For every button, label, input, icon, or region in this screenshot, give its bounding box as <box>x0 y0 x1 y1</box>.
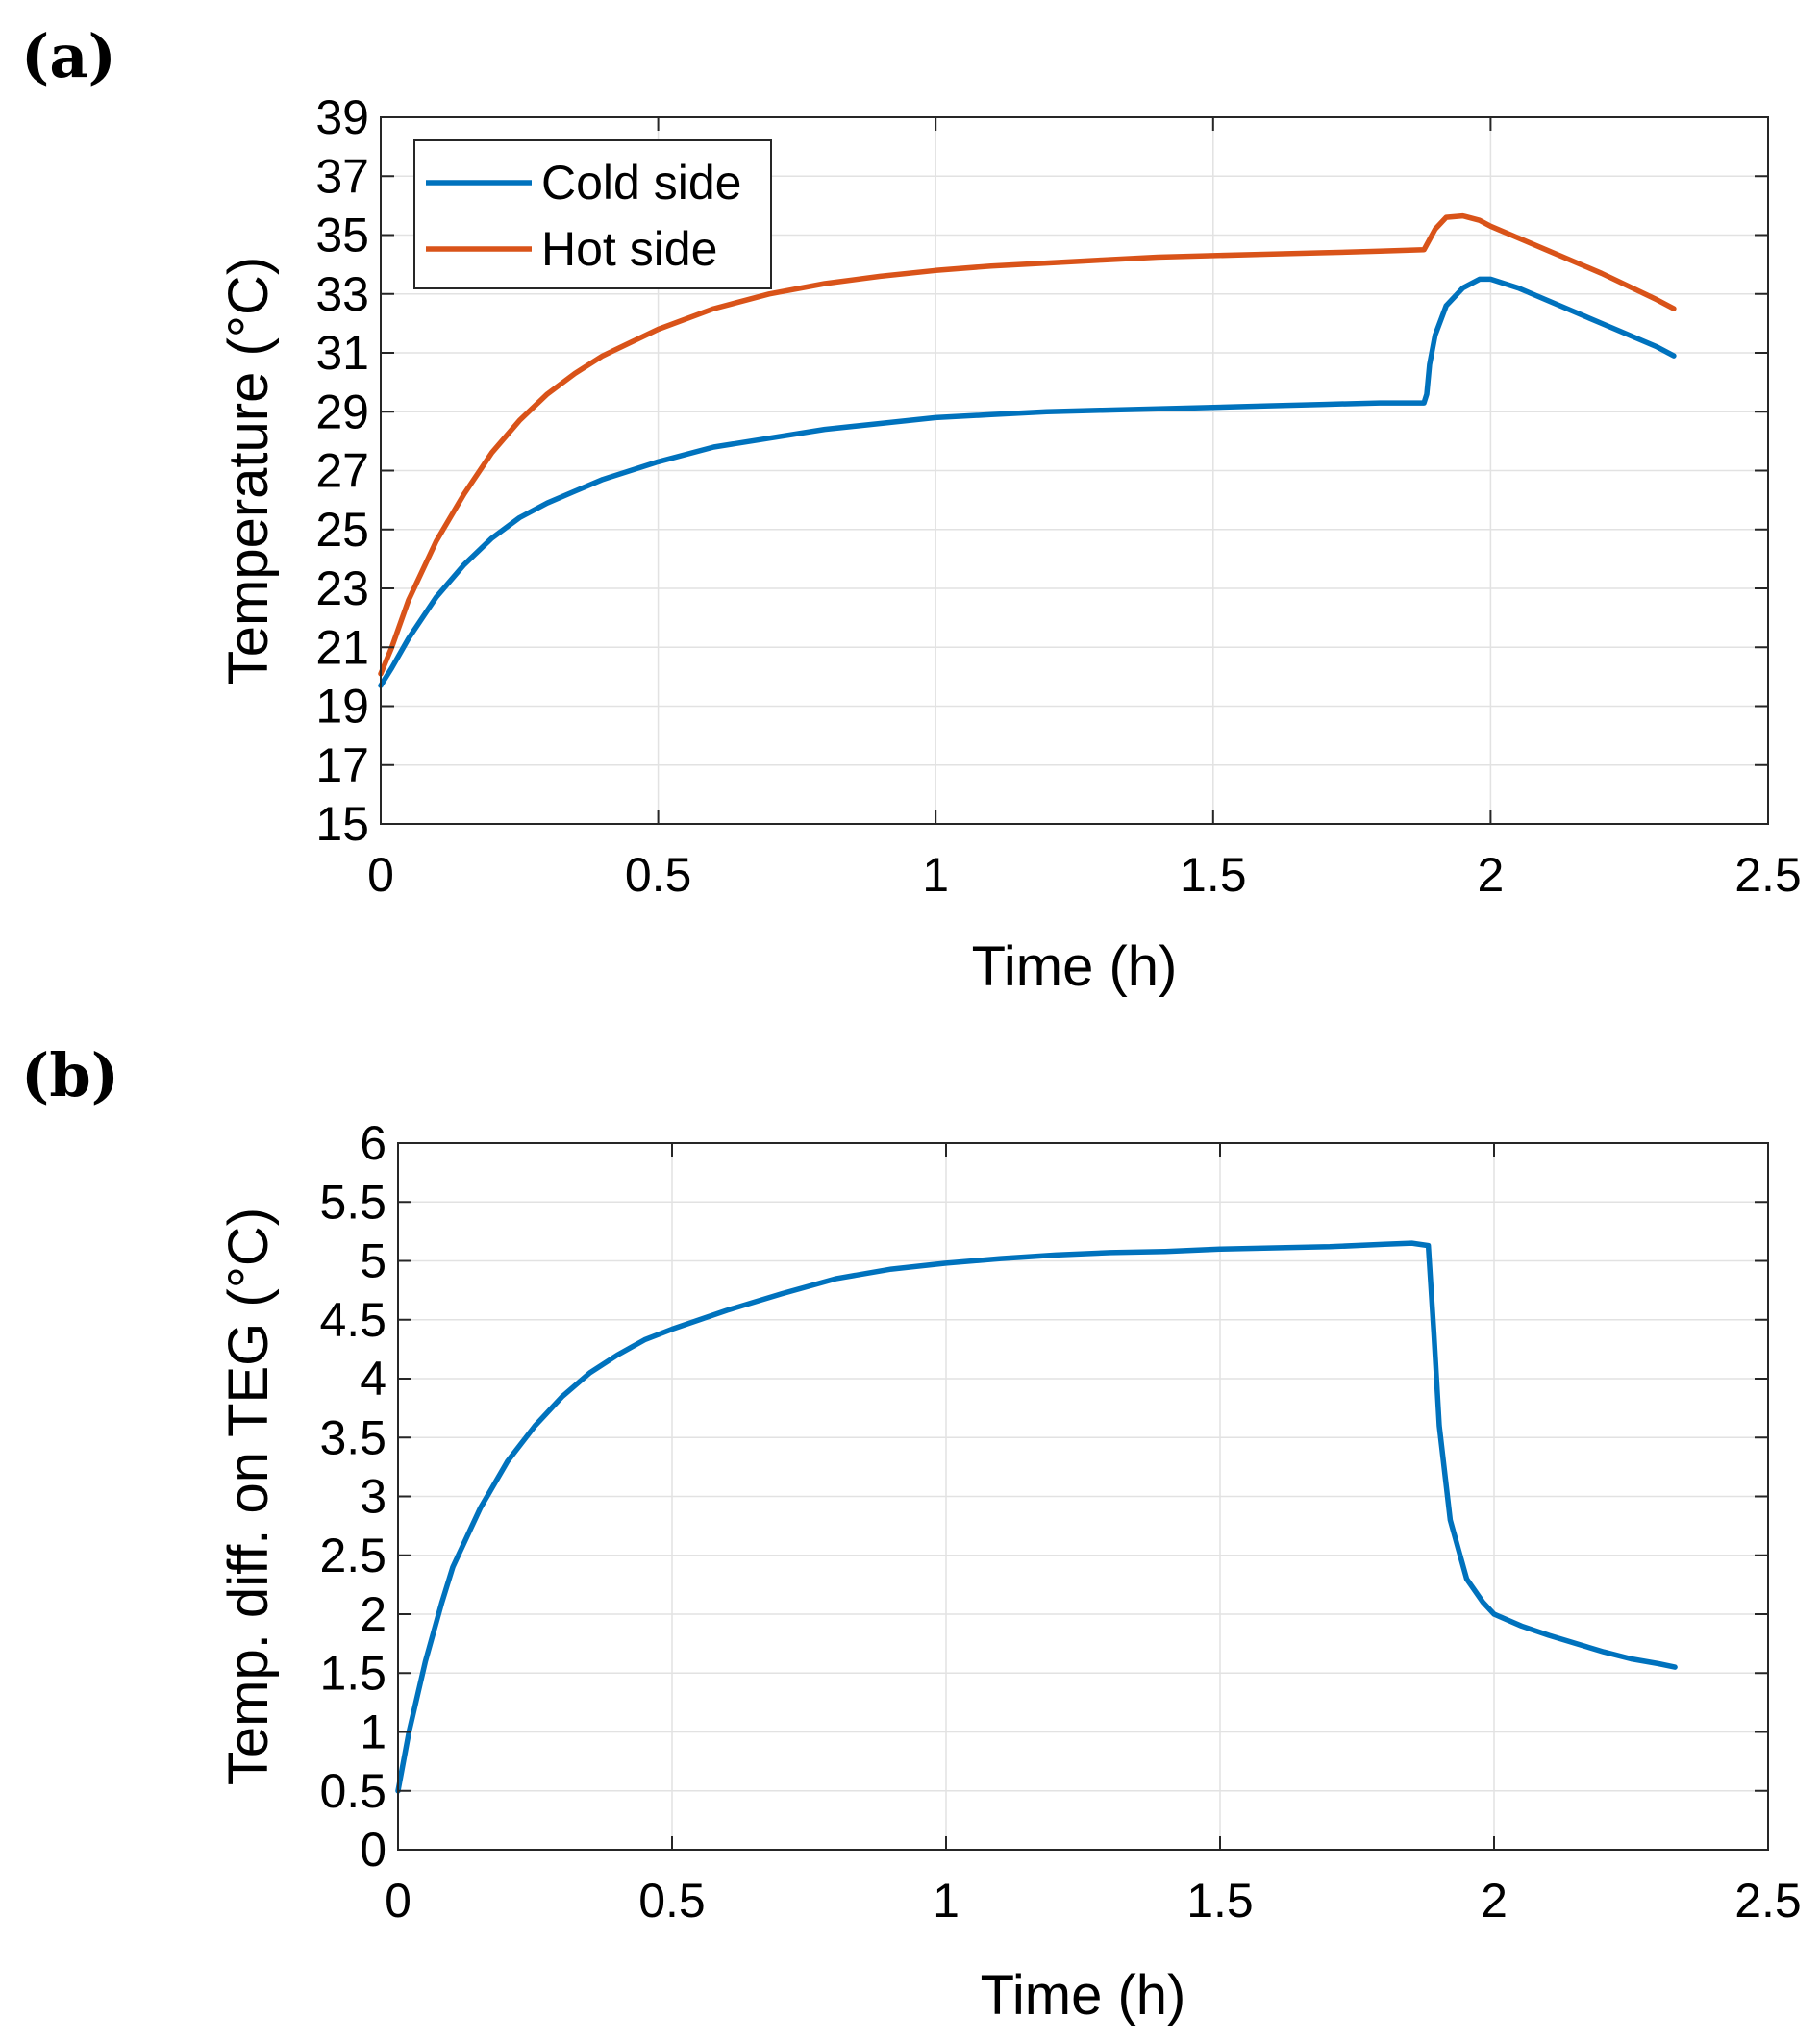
y-tick-label: 3.5 <box>319 1410 386 1464</box>
y-tick-label: 0 <box>360 1823 386 1877</box>
legend-box <box>413 139 772 289</box>
x-tick-label: 0.5 <box>638 1874 706 1928</box>
y-tick-label: 0.5 <box>319 1764 386 1818</box>
y-tick-label: 1.5 <box>319 1646 386 1700</box>
y-tick-label: 4.5 <box>319 1293 386 1347</box>
y-tick-label: 5.5 <box>319 1175 386 1229</box>
series-line-temp-diff <box>395 1240 1678 1794</box>
x-tick-label: 0 <box>367 848 394 902</box>
y-axis-title-a: Temperature (°C) <box>217 257 280 685</box>
legend-label-hot-side: Hot side <box>541 222 717 276</box>
legend-a: Cold side Hot side <box>413 139 772 289</box>
y-tick-label: 2 <box>360 1587 386 1641</box>
y-tick-label: 19 <box>315 680 369 734</box>
y-tick-label: 29 <box>315 385 369 438</box>
y-tick-label: 23 <box>315 561 369 615</box>
x-tick-label: 1 <box>933 1874 960 1928</box>
x-tick-label: 2 <box>1477 848 1504 902</box>
y-tick-label: 3 <box>360 1470 386 1524</box>
y-tick-label: 6 <box>360 1116 386 1170</box>
panel-label-b: (b) <box>21 1040 119 1110</box>
x-axis-title-b: Time (h) <box>981 1964 1186 2027</box>
x-axis-title-a: Time (h) <box>972 935 1178 998</box>
panel-b-temp-diff-chart: (b) 0 0.5 1 1.5 2 2.500.511.522.533.544.555.5… <box>21 1040 1802 2027</box>
y-tick-label: 21 <box>315 620 369 674</box>
x-tick-label: 2.5 <box>1734 848 1802 902</box>
x-tick-label: 2.5 <box>1734 1874 1802 1928</box>
series-line-cold-side <box>378 276 1677 688</box>
y-tick-label: 5 <box>360 1234 386 1288</box>
y-tick-label: 39 <box>315 90 369 144</box>
y-tick-label: 15 <box>315 797 369 851</box>
y-tick-label: 27 <box>315 444 369 498</box>
y-axis-title-b: Temp. diff. on TEG (°C) <box>217 1208 280 1785</box>
x-tick-label: 1.5 <box>1180 848 1247 902</box>
x-tick-label: 0 <box>385 1874 411 1928</box>
panel-label-a: (a) <box>21 21 116 91</box>
y-tick-label: 2.5 <box>319 1529 386 1582</box>
series-line-hot-side <box>378 212 1677 677</box>
y-tick-label: 4 <box>360 1352 386 1406</box>
x-tick-label: 1.5 <box>1186 1874 1254 1928</box>
x-tick-label: 0.5 <box>625 848 692 902</box>
x-tick-label: 2 <box>1481 1874 1508 1928</box>
legend-label-cold-side: Cold side <box>541 156 741 210</box>
y-tick-label: 33 <box>315 267 369 321</box>
y-tick-label: 35 <box>315 209 369 262</box>
x-tick-label: 1 <box>922 848 949 902</box>
y-tick-label: 1 <box>360 1706 386 1759</box>
y-tick-label: 37 <box>315 149 369 203</box>
y-tick-label: 31 <box>315 326 369 380</box>
y-tick-label: 17 <box>315 738 369 792</box>
y-tick-label: 25 <box>315 503 369 557</box>
